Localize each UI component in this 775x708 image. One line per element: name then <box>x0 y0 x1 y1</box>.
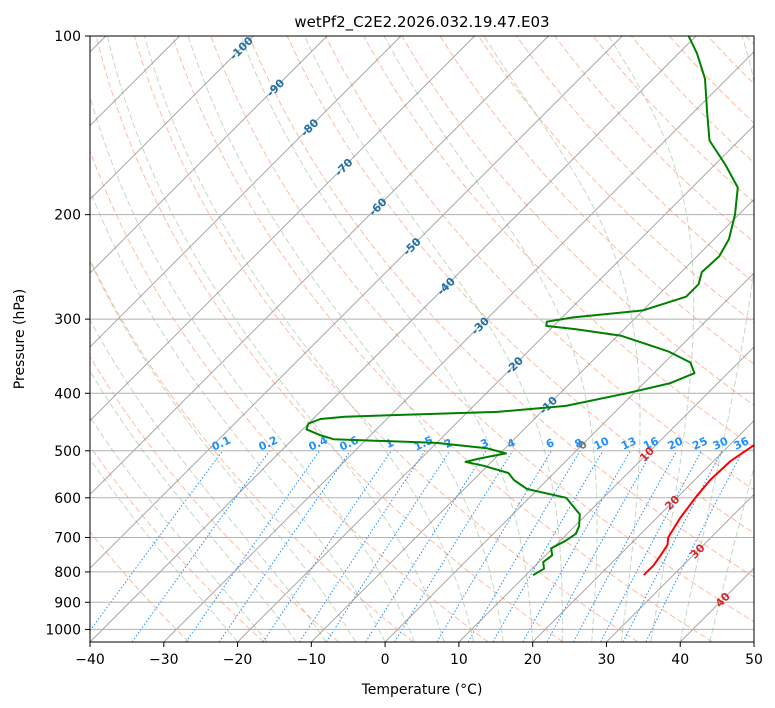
dry-adiabat <box>90 149 489 642</box>
y-axis-label: Pressure (hPa) <box>12 289 28 389</box>
mixing-ratio-line <box>262 450 392 642</box>
mixing-ratio-line <box>436 450 553 642</box>
temperature-line <box>643 444 754 576</box>
isotherm <box>310 198 754 642</box>
mixing-ratio-line <box>365 450 487 642</box>
x-axis-ticks: −40 −30 −20 −10 0 10 20 30 40 50 <box>75 642 763 668</box>
dry-adiabat <box>90 355 339 642</box>
isotherm <box>458 346 754 642</box>
isotherm <box>532 419 754 642</box>
dry-adiabats <box>90 36 754 642</box>
mixing-ratio-line <box>622 450 723 642</box>
isotherm <box>90 36 328 274</box>
isotherm <box>606 493 754 642</box>
x-tick-label: −30 <box>149 652 179 668</box>
moist-adiabat <box>187 36 504 642</box>
isotherm <box>237 124 754 642</box>
y-axis-ticks: 100 200 300 400 500 600 700 800 900 1000 <box>45 29 90 638</box>
dry-adiabat <box>363 36 754 448</box>
x-tick-label: 20 <box>524 652 542 668</box>
sounding-profiles <box>305 36 754 576</box>
mixing-ratio-label: 13 <box>619 435 638 453</box>
x-tick-label: 0 <box>381 652 390 668</box>
y-tick-label: 700 <box>54 531 81 547</box>
moist-adiabat <box>90 260 357 642</box>
moist-adiabat <box>240 36 534 642</box>
mixing-ratio-line <box>90 450 224 632</box>
mixing-ratio-line <box>645 450 744 642</box>
moist-adiabat <box>679 36 754 642</box>
dry-adiabat <box>210 36 754 623</box>
x-tick-label: −10 <box>297 652 327 668</box>
y-tick-label: 100 <box>54 29 81 45</box>
x-tick-label: 10 <box>450 652 468 668</box>
isotherm <box>90 36 254 201</box>
moist-adiabat <box>90 370 298 642</box>
mixing-ratio-label: 20 <box>666 434 686 452</box>
mixing-ratio-line <box>522 450 631 642</box>
moist-adiabat <box>608 36 695 642</box>
y-tick-label: 400 <box>54 386 81 402</box>
isotherm <box>90 36 476 422</box>
moist-adiabat <box>383 36 598 642</box>
plot-frame <box>89 35 755 643</box>
dewpoint-line <box>305 36 739 576</box>
y-tick-label: 900 <box>54 595 81 611</box>
dry-adiabat <box>133 36 639 642</box>
moist-adiabat <box>106 36 445 642</box>
y-tick-label: 800 <box>54 565 81 581</box>
y-tick-label: 200 <box>54 208 81 224</box>
x-axis-label: Temperature (°C) <box>361 682 483 698</box>
mixing-ratio-label: 30 <box>711 434 731 452</box>
isotherm <box>90 36 402 348</box>
moist-adiabat <box>90 188 386 642</box>
isotherms <box>90 36 754 642</box>
mixing-ratio-label: 25 <box>690 435 709 453</box>
dry-adiabat <box>95 36 564 642</box>
moist-adiabat <box>483 36 641 642</box>
moist-adiabat <box>90 415 268 642</box>
dry-adiabat <box>90 531 190 642</box>
mixing-ratio-label: 16 <box>641 434 661 452</box>
dry-adiabat <box>439 36 754 365</box>
isotherm <box>163 51 754 642</box>
dry-adiabat <box>477 36 754 324</box>
isotherm <box>90 36 549 496</box>
x-tick-label: −40 <box>75 652 105 668</box>
y-tick-label: 1000 <box>45 622 81 638</box>
dry-adiabat <box>401 36 754 407</box>
mixing-ratio-line <box>218 450 351 642</box>
y-tick-label: 300 <box>54 312 81 328</box>
mixing-ratio-line <box>185 450 321 642</box>
isobars <box>90 36 754 630</box>
y-tick-label: 500 <box>54 444 81 460</box>
mixing-ratio-line <box>600 450 702 642</box>
mixing-ratio-label: 36 <box>732 434 752 452</box>
isotherm <box>90 36 623 569</box>
x-tick-label: 30 <box>598 652 616 668</box>
moist-adiabat <box>143 36 475 642</box>
mixing-ratio-line <box>394 450 514 642</box>
x-tick-label: 40 <box>671 652 689 668</box>
isotherm <box>90 36 697 642</box>
moist-adiabat <box>90 458 238 642</box>
y-tick-label: 600 <box>54 491 81 507</box>
x-tick-label: −20 <box>223 652 253 668</box>
mixing-ratio-line <box>546 450 653 642</box>
moist-adiabat <box>304 36 563 642</box>
mixing-ratio-line <box>325 450 451 642</box>
dry-adiabat <box>90 445 265 642</box>
isotherm <box>384 272 754 642</box>
dry-adiabat <box>516 36 754 284</box>
mixing-ratio-line <box>131 450 271 642</box>
mixing-ratio-lines <box>90 450 744 642</box>
mixing-ratio-label: 10 <box>592 434 612 452</box>
mixing-ratio-line <box>573 450 678 642</box>
dry-adiabat <box>248 36 754 578</box>
x-tick-label: 50 <box>745 652 763 668</box>
chart-title: wetPf2_C2E2.2026.032.19.47.E03 <box>294 13 549 32</box>
